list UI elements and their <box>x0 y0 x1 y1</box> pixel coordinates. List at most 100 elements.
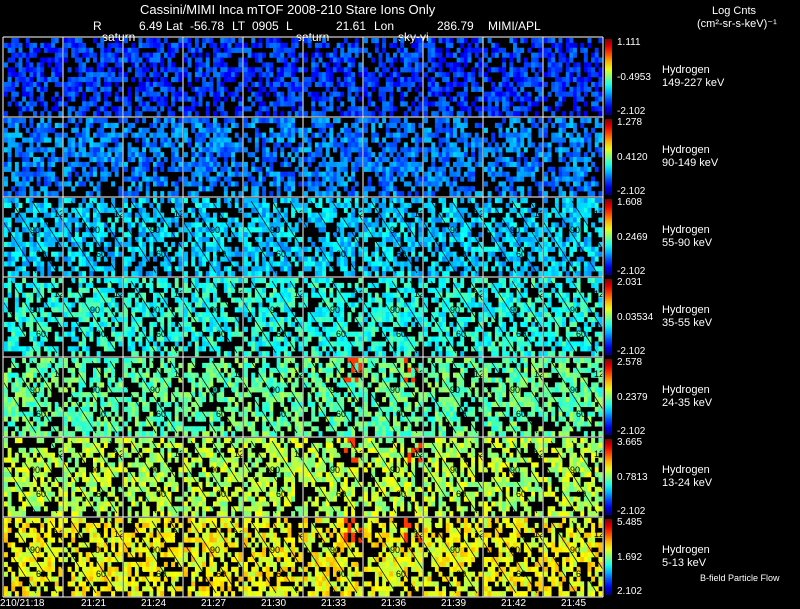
pixel-cell <box>100 42 105 49</box>
pixel-cell <box>174 166 179 172</box>
pixel-cell <box>424 42 428 49</box>
pixel-cell <box>14 336 19 342</box>
pixel-cell <box>96 191 101 197</box>
pixel-cell <box>100 166 105 172</box>
pixel-cell <box>298 132 303 138</box>
pixel-cell <box>209 217 214 223</box>
pixel-cell <box>456 217 461 223</box>
angle-contour-label: 90 <box>90 225 100 235</box>
pixel-cell <box>43 237 48 243</box>
pixel-cell <box>58 142 63 148</box>
pixel-cell <box>322 38 327 44</box>
pixel-cell <box>22 317 27 323</box>
pixel-cell <box>96 96 101 102</box>
pixel-cell <box>431 57 436 63</box>
pixel-cell <box>509 176 514 182</box>
pixel-cell <box>7 191 12 197</box>
pixel-cell <box>163 261 168 267</box>
pixel-cell <box>393 222 397 228</box>
pixel-cell <box>36 132 41 138</box>
pixel-cell <box>494 157 499 163</box>
pixel-cell <box>343 132 348 138</box>
pixel-cell <box>4 91 8 97</box>
pixel-cell <box>456 232 461 238</box>
pixel-cell <box>547 232 552 238</box>
pixel-cell <box>25 57 30 63</box>
pixel-cell <box>494 52 499 58</box>
pixel-cell <box>131 47 136 53</box>
pixel-cell <box>587 157 592 163</box>
pixel-cell <box>329 67 334 73</box>
pixel-cell <box>414 256 419 262</box>
pixel-cell <box>134 91 139 97</box>
pixel-cell <box>547 142 552 148</box>
pixel-cell <box>471 47 476 53</box>
pixel-cell <box>43 326 48 332</box>
pixel-cell <box>583 52 588 58</box>
pixel-cell <box>442 207 447 213</box>
pixel-cell <box>64 256 68 262</box>
pixel-cell <box>374 251 379 257</box>
pixel-cell <box>513 241 517 248</box>
pixel-cell <box>427 171 432 177</box>
pixel-cell <box>64 52 68 58</box>
pixel-cell <box>247 261 252 267</box>
pixel-cell <box>325 62 330 68</box>
pixel-cell <box>131 246 136 252</box>
pixel-cell <box>523 227 528 233</box>
pixel-cell <box>223 67 228 73</box>
pixel-cell <box>513 118 517 124</box>
pixel-cell <box>209 137 214 143</box>
pixel-cell <box>124 271 128 277</box>
pixel-cell <box>484 266 488 272</box>
pixel-cell <box>403 101 408 107</box>
pixel-cell <box>64 307 68 313</box>
pixel-cell <box>467 212 472 218</box>
pixel-cell <box>565 171 570 177</box>
pixel-cell <box>280 122 285 129</box>
pixel-cell <box>442 72 447 78</box>
pixel-cell <box>580 77 585 83</box>
pixel-cell <box>22 241 27 248</box>
pixel-cell <box>291 106 296 112</box>
pixel-cell <box>587 261 592 267</box>
pixel-cell <box>484 166 488 172</box>
pixel-cell <box>389 42 394 49</box>
pixel-cell <box>198 261 203 267</box>
pixel-cell <box>403 171 408 177</box>
pixel-cell <box>47 237 52 243</box>
pixel-cell <box>36 326 41 332</box>
pixel-cell <box>587 42 592 49</box>
pixel-cell <box>407 241 412 248</box>
pixel-cell <box>311 181 316 187</box>
pixel-cell <box>213 72 217 78</box>
pixel-cell <box>33 261 37 267</box>
pixel-cell <box>336 42 341 49</box>
pixel-cell <box>583 217 588 223</box>
pixel-cell <box>509 181 514 187</box>
pixel-cell <box>343 67 348 73</box>
pixel-cell <box>74 321 79 328</box>
pixel-cell <box>194 161 199 168</box>
pixel-cell <box>18 186 23 192</box>
pixel-cell <box>223 161 228 168</box>
pixel-cell <box>262 152 267 158</box>
pixel-cell <box>160 176 165 182</box>
pixel-cell <box>427 207 432 213</box>
pixel-cell <box>396 118 401 124</box>
pixel-cell <box>29 317 34 323</box>
pixel-cell <box>411 81 416 88</box>
pixel-cell <box>124 72 128 78</box>
pixel-cell <box>594 72 599 78</box>
pixel-cell <box>191 261 196 267</box>
pixel-cell <box>29 132 34 138</box>
pixel-cell <box>191 241 196 248</box>
pixel-cell <box>463 207 468 213</box>
pixel-cell <box>364 256 368 262</box>
pixel-cell <box>93 207 97 213</box>
pixel-cell <box>74 132 79 138</box>
pixel-cell <box>411 241 416 248</box>
pixel-cell <box>427 166 432 172</box>
pixel-cell <box>43 251 48 257</box>
pixel-cell <box>364 161 368 168</box>
